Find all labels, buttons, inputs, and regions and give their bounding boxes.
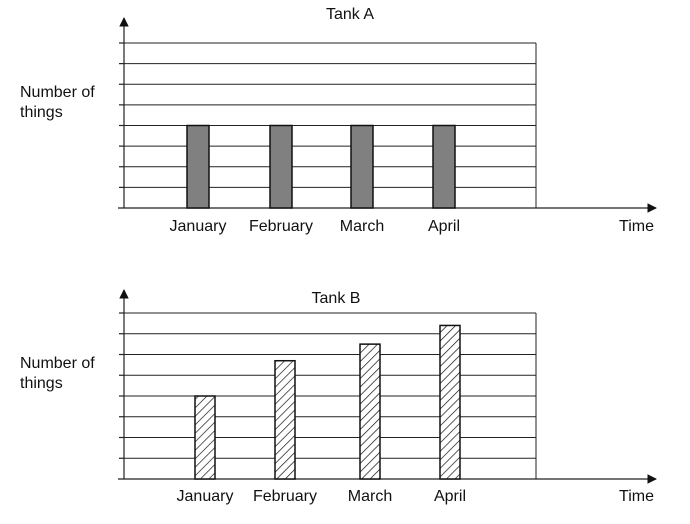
bar-march <box>350 124 374 209</box>
x-axis-label: Time <box>619 488 654 505</box>
y-ticks <box>119 42 124 188</box>
chart-tank-b: Tank B Number of things January February M… <box>20 289 657 505</box>
bar-march <box>359 343 381 480</box>
bars <box>194 324 461 480</box>
x-tick-label-january: January <box>177 488 234 505</box>
x-tick-label-april: April <box>428 218 460 235</box>
y-ticks <box>119 312 124 459</box>
chart-tank-a: Tank A Number of things January February M… <box>20 6 657 235</box>
x-tick-label-february: February <box>253 488 317 505</box>
x-tick-label-march: March <box>340 218 384 235</box>
grid-lines <box>124 312 537 479</box>
x-tick-label-april: April <box>434 488 466 505</box>
x-tick-labels: January February March April <box>177 488 466 505</box>
bar-april <box>439 324 461 480</box>
bar-february <box>269 124 293 209</box>
bar-april <box>432 124 456 209</box>
bars <box>186 124 456 209</box>
x-axis-label: Time <box>619 218 654 235</box>
chart-title: Tank A <box>326 6 374 23</box>
y-axis-label-line-2: things <box>20 104 63 121</box>
y-axis-label-line-1: Number of <box>20 355 95 372</box>
bar-january <box>194 395 216 480</box>
grid-lines <box>124 42 537 208</box>
y-axis-label-line-2: things <box>20 375 63 392</box>
bar-february <box>274 359 296 480</box>
x-tick-label-january: January <box>170 218 227 235</box>
bar-january <box>186 124 210 209</box>
x-tick-label-march: March <box>348 488 392 505</box>
x-tick-labels: January February March April <box>170 218 460 235</box>
chart-title: Tank B <box>312 290 361 307</box>
y-axis-label-line-1: Number of <box>20 84 95 101</box>
x-tick-label-february: February <box>249 218 313 235</box>
